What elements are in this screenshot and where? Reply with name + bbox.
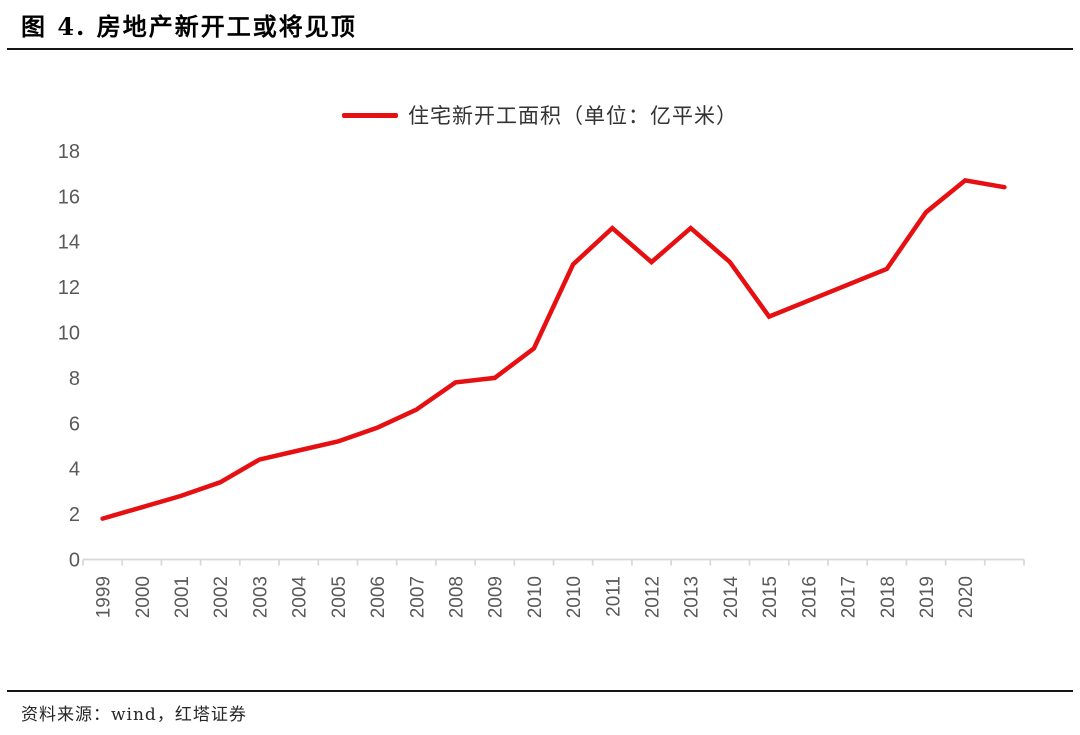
x-axis-tick-label: 2001	[172, 576, 193, 618]
footer-divider	[7, 690, 1073, 692]
x-axis-tick-label: 2015	[760, 576, 781, 618]
x-axis-tick-label: 2014	[721, 576, 742, 619]
x-axis-tick-label: 2005	[329, 576, 350, 618]
data-source: 资料来源：wind，红塔证券	[21, 705, 247, 725]
title-divider	[7, 48, 1073, 50]
x-axis-tick-label: 2020	[956, 576, 977, 618]
figure-title: 图 4. 房地产新开工或将见顶	[21, 12, 357, 41]
y-axis-tick-label: 4	[69, 459, 80, 481]
x-axis-tick-label: 2012	[643, 576, 664, 618]
x-axis-tick-label: 2007	[407, 576, 428, 618]
y-axis-tick-label: 14	[58, 232, 80, 254]
y-axis-tick-label: 8	[69, 368, 80, 390]
x-axis-tick-label: 2002	[211, 576, 232, 618]
x-axis-tick-label: 2008	[447, 576, 468, 618]
x-axis-tick-label: 2010	[564, 576, 585, 618]
y-axis-tick-label: 12	[58, 277, 80, 299]
series-line	[100, 178, 1007, 521]
x-axis-tick-label: 2013	[682, 576, 703, 618]
line-chart: 0 2 4 6 8 10 12 14 16 18 1999 2000 2001 2002 2003 2004 2…	[58, 141, 1025, 619]
y-axis-tick-label: 0	[69, 550, 80, 572]
x-axis-tick-label: 2003	[250, 576, 271, 618]
y-axis-tick-label: 16	[58, 186, 80, 208]
x-axis-tick-label: 2019	[917, 576, 938, 618]
y-axis-tick-label: 2	[69, 504, 80, 526]
x-axis-tick-label: 2011	[603, 576, 624, 617]
x-axis-tick-label: 2018	[878, 576, 899, 618]
x-axis-tick-label: 1999	[94, 576, 115, 618]
x-axis-tick-label: 2006	[368, 576, 389, 618]
x-axis-tick-label: 2009	[486, 576, 507, 618]
x-axis-tick-label: 2004	[290, 576, 311, 619]
x-axis-tick-label: 2010	[525, 576, 546, 618]
legend-line-swatch	[342, 112, 398, 118]
legend-label: 住宅新开工面积（单位：亿平米）	[408, 104, 738, 128]
chart-legend: 住宅新开工面积（单位：亿平米）	[0, 100, 1080, 130]
x-axis-tick-label: 2000	[133, 576, 154, 618]
x-axis-tick-label: 2017	[839, 576, 860, 618]
y-axis-tick-label: 10	[58, 323, 80, 345]
y-axis-tick-label: 6	[69, 413, 80, 435]
y-axis-tick-label: 18	[58, 141, 80, 163]
x-axis-tick-label: 2016	[799, 576, 820, 618]
